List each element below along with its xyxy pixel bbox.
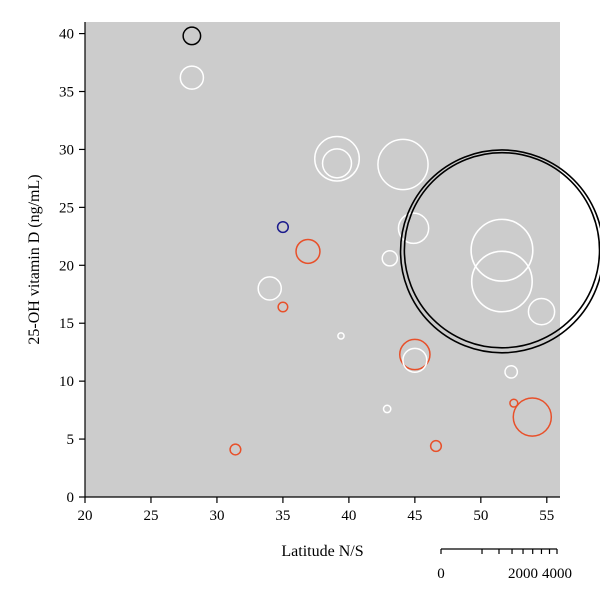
x-tick-label: 25 xyxy=(143,508,158,524)
size-legend-label: 0 xyxy=(437,566,445,582)
data-point xyxy=(509,398,519,408)
x-tick-label: 30 xyxy=(209,508,224,524)
data-point xyxy=(512,397,553,437)
data-point xyxy=(182,26,202,46)
data-point xyxy=(321,148,353,179)
data-point xyxy=(381,250,399,267)
y-tick-label: 15 xyxy=(59,316,74,332)
data-point xyxy=(504,364,519,379)
y-axis-title: 25-OH vitamin D (ng/mL) xyxy=(26,174,43,344)
data-point xyxy=(179,65,205,90)
x-axis-title: Latitude N/S xyxy=(281,543,363,560)
y-tick-label: 40 xyxy=(59,27,74,43)
x-tick-label: 40 xyxy=(341,508,356,524)
data-point xyxy=(470,250,533,313)
data-point xyxy=(399,149,600,354)
data-point xyxy=(295,238,321,265)
size-legend-label: 2000 xyxy=(508,566,538,582)
size-legend: 0 2000 4000 xyxy=(437,548,572,582)
data-point xyxy=(377,138,429,191)
x-tick-label: 45 xyxy=(407,508,422,524)
data-point xyxy=(314,135,361,182)
data-point xyxy=(229,443,242,456)
axes: 20 25 30 35 40 45 50 55 0 5 10 15 20 25 30 35 40 xyxy=(59,22,560,524)
data-point xyxy=(402,347,428,373)
y-tick-label: 5 xyxy=(67,432,75,448)
data-point xyxy=(398,338,431,371)
y-tick-label: 20 xyxy=(59,258,74,274)
y-tick-label: 25 xyxy=(59,200,74,216)
data-point xyxy=(382,404,392,414)
x-tick-label: 20 xyxy=(78,508,93,524)
data-point xyxy=(470,218,534,282)
data-point xyxy=(277,301,289,313)
data-point xyxy=(527,297,556,326)
data-point xyxy=(337,332,345,340)
data-point xyxy=(429,439,443,453)
data-point xyxy=(276,220,290,234)
y-tick-label: 10 xyxy=(59,374,74,390)
x-tick-label: 35 xyxy=(275,508,290,524)
x-tick-label: 50 xyxy=(473,508,488,524)
data-point xyxy=(397,212,430,245)
plot-area xyxy=(85,22,560,497)
size-legend-label: 4000 xyxy=(542,566,572,582)
data-point xyxy=(257,276,283,301)
y-tick-label: 35 xyxy=(59,85,74,101)
x-tick-label: 55 xyxy=(539,508,554,524)
y-tick-label: 30 xyxy=(59,142,74,158)
y-tick-label: 0 xyxy=(67,490,75,506)
